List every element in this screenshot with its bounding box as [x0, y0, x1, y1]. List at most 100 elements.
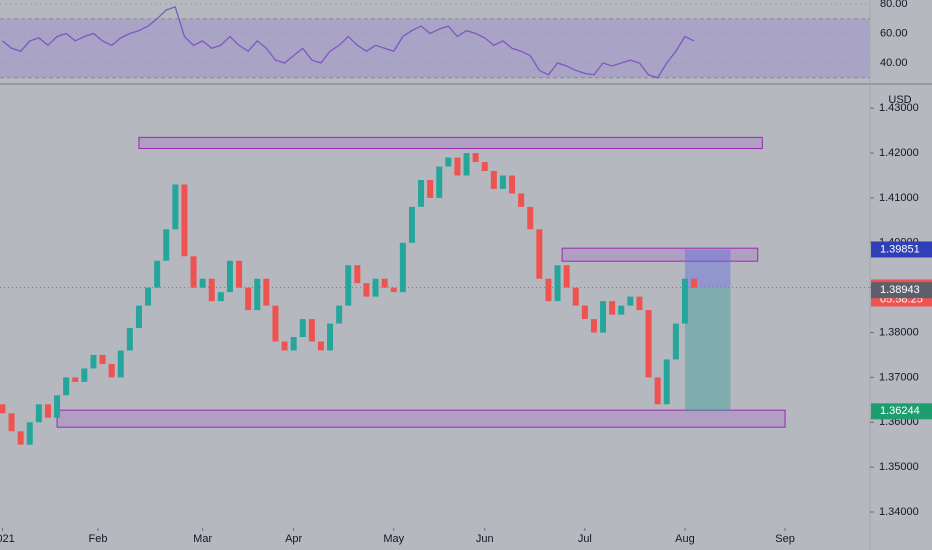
candle: [226, 260, 233, 293]
candle: [54, 395, 61, 418]
candle: [590, 319, 597, 333]
price-label-box: [871, 403, 932, 420]
candle: [72, 377, 79, 382]
candle: [63, 377, 70, 396]
y-tick-label: 1.42000: [879, 147, 919, 159]
rsi-band: [0, 18, 870, 78]
x-tick-label: Apr: [285, 533, 302, 545]
candle: [472, 153, 479, 163]
candle: [672, 323, 679, 360]
candle: [236, 260, 243, 288]
x-tick-label: 2021: [0, 533, 15, 545]
x-tick-label: Feb: [89, 533, 108, 545]
candle: [363, 283, 370, 297]
candle: [554, 265, 561, 302]
candle: [645, 310, 652, 378]
candle: [35, 404, 42, 423]
candle: [490, 171, 497, 189]
rsi-tick-label: 60.00: [880, 27, 908, 39]
candle: [618, 305, 625, 315]
candle: [254, 278, 261, 311]
candle: [117, 350, 124, 378]
candle: [509, 175, 516, 194]
candle: [181, 184, 188, 257]
candle: [208, 278, 215, 302]
price-label: 1.36244: [880, 405, 920, 417]
candle: [527, 206, 534, 230]
x-tick-label: Jul: [578, 533, 592, 545]
candle: [663, 359, 670, 405]
candle: [654, 377, 661, 405]
candle: [481, 162, 488, 172]
candle: [600, 301, 607, 333]
candle: [272, 305, 279, 342]
candle: [354, 265, 361, 284]
candle: [518, 193, 525, 207]
candle: [290, 337, 297, 351]
candle: [372, 278, 379, 297]
candle: [154, 260, 161, 288]
candle: [536, 229, 543, 279]
candle: [245, 287, 252, 311]
candle: [163, 229, 170, 261]
y-tick-label: 1.35000: [879, 461, 919, 473]
candle: [390, 287, 397, 293]
candle: [172, 184, 179, 230]
x-tick-label: Sep: [775, 533, 795, 545]
zone: [138, 136, 763, 150]
candle: [327, 323, 334, 351]
candle: [90, 354, 97, 369]
candle: [563, 265, 570, 288]
candle: [454, 157, 461, 176]
rsi-tick-label: 40.00: [880, 57, 908, 69]
candle: [581, 305, 588, 320]
candle: [0, 404, 6, 414]
candle: [263, 278, 270, 306]
y-tick-label: 1.43000: [879, 102, 919, 114]
candle: [44, 404, 51, 418]
price-label-box: [871, 241, 932, 258]
candle: [108, 363, 115, 378]
candle: [463, 153, 470, 176]
y-tick-label: 1.37000: [879, 371, 919, 383]
candle: [418, 179, 425, 207]
candle: [26, 422, 33, 445]
price-label-box: [871, 282, 932, 299]
candle: [135, 305, 142, 329]
candle: [199, 278, 206, 288]
candle: [190, 256, 197, 288]
candle: [499, 175, 506, 189]
candle: [281, 341, 288, 351]
candle: [572, 287, 579, 306]
zone: [561, 247, 759, 262]
candle: [636, 296, 643, 311]
candle: [81, 368, 88, 382]
candle: [145, 287, 152, 306]
price-label: 1.38943: [880, 284, 920, 296]
candle: [217, 292, 224, 302]
y-tick-label: 1.34000: [879, 506, 919, 518]
candle: [691, 278, 698, 288]
candle: [408, 206, 415, 243]
candle: [399, 242, 406, 293]
candle: [99, 354, 106, 364]
x-tick-label: May: [383, 533, 404, 545]
candle: [545, 278, 552, 302]
candle: [681, 278, 688, 324]
price-label: 1.39851: [880, 243, 920, 255]
y-tick-label: 1.41000: [879, 192, 919, 204]
candle: [436, 166, 443, 198]
y-tick-label: 1.38000: [879, 326, 919, 338]
candle: [317, 341, 324, 351]
position-reward: [684, 287, 731, 412]
rsi-line: [2, 6, 695, 79]
candle: [299, 319, 306, 338]
candle: [126, 328, 133, 351]
x-tick-label: Mar: [193, 533, 212, 545]
candle: [427, 179, 434, 198]
candle: [17, 431, 24, 445]
candle: [609, 301, 616, 315]
candle: [8, 413, 15, 432]
